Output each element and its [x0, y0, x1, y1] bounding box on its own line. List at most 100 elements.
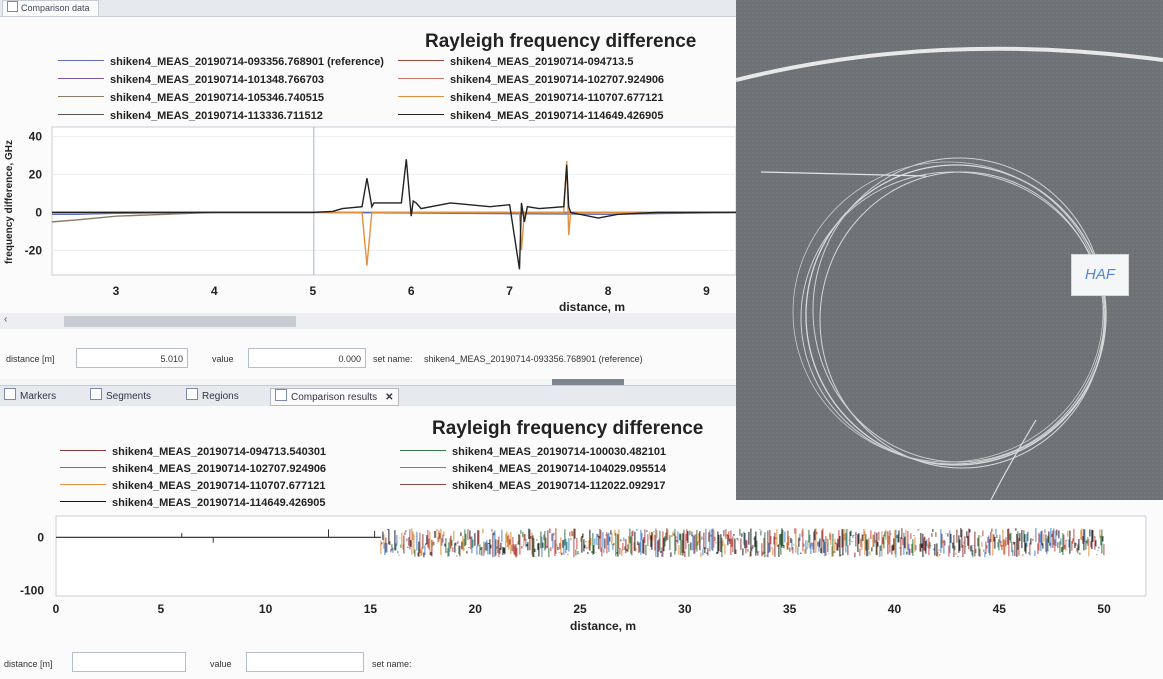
x-tick-label: 5: [157, 602, 164, 616]
x-tick-label: 15: [364, 602, 378, 616]
bottom-tab-strip: Markers Segments Regions Comparison resu…: [0, 385, 740, 407]
legend-label: shiken4_MEAS_20190714-110707.677121: [112, 480, 326, 492]
legend-swatch: [398, 60, 444, 61]
x-tick-label: 40: [888, 602, 902, 616]
legend-label: shiken4_MEAS_20190714-113336.711512: [110, 110, 323, 122]
setname-label: set name:: [372, 659, 412, 669]
x-tick-label: 10: [259, 602, 273, 616]
x-tick-label: 45: [993, 602, 1007, 616]
tab-comparison-results[interactable]: Comparison results ✕: [270, 388, 399, 406]
legend-swatch: [60, 467, 106, 468]
legend-entry: shiken4_MEAS_20190714-094713.5: [398, 56, 633, 68]
distance-field[interactable]: [72, 652, 186, 672]
tab-regions[interactable]: Regions: [182, 388, 243, 404]
legend-label: shiken4_MEAS_20190714-112022.092917: [452, 480, 666, 492]
x-tick-label: 25: [573, 602, 587, 616]
y-axis-label: frequency difference, GHz: [4, 140, 15, 264]
x-tick-label: 0: [53, 602, 60, 616]
legend-label: shiken4_MEAS_20190714-114649.426905: [450, 110, 664, 122]
tab-comparison-data[interactable]: Comparison data: [2, 0, 99, 16]
top-plot[interactable]: 40 20 0 -20 3 4 5 6 7 8 9 distance, m frequency diff…: [0, 17, 736, 313]
value-label: value: [212, 354, 234, 364]
markers-icon: [4, 388, 16, 400]
legend-entry: shiken4_MEAS_20190714-113336.711512: [58, 110, 323, 122]
legend-swatch: [398, 78, 444, 79]
setname-label: set name:: [373, 354, 413, 364]
x-tick-label: 35: [783, 602, 797, 616]
distance-label: distance [m]: [4, 659, 53, 669]
tab-segments-label: Segments: [106, 391, 152, 402]
legend-entry: shiken4_MEAS_20190714-105346.740515: [58, 92, 324, 104]
tab-label: Comparison data: [21, 3, 90, 13]
legend-swatch: [398, 114, 444, 115]
top-chart-panel: Rayleigh frequency difference shiken4_ME…: [0, 17, 736, 313]
scroll-left-arrow-icon[interactable]: ‹: [4, 314, 8, 325]
top-chart-title: Rayleigh frequency difference: [425, 31, 697, 52]
legend-entry: shiken4_MEAS_20190714-104029.095514: [400, 463, 666, 475]
y-tick-label: 20: [29, 167, 43, 181]
top-tab-strip: Comparison data: [0, 0, 740, 17]
value-field[interactable]: 0.000: [248, 348, 366, 368]
distance-field[interactable]: 5.010: [76, 348, 188, 368]
legend-label: shiken4_MEAS_20190714-093356.768901 (ref…: [110, 56, 384, 68]
legend-label: shiken4_MEAS_20190714-102707.924906: [450, 74, 665, 86]
legend-entry: shiken4_MEAS_20190714-094713.540301: [60, 446, 326, 458]
fiber-tag-label: HAF: [1071, 254, 1129, 296]
tab-markers-label: Markers: [20, 391, 57, 402]
legend-entry: shiken4_MEAS_20190714-110707.677121: [60, 480, 325, 492]
close-icon[interactable]: ✕: [385, 392, 394, 403]
scroll-thumb[interactable]: [64, 316, 296, 327]
legend-entry: shiken4_MEAS_20190714-102707.924906: [398, 74, 664, 86]
legend-entry: shiken4_MEAS_20190714-112022.092917: [400, 480, 665, 492]
x-tick-label: 5: [309, 284, 316, 298]
x-tick-label: 20: [469, 602, 483, 616]
tab-segments[interactable]: Segments: [86, 388, 155, 404]
value-field[interactable]: [246, 652, 364, 672]
panel-splitter[interactable]: [552, 379, 624, 385]
y-tick-label: 0: [35, 205, 42, 219]
legend-swatch: [398, 96, 444, 97]
x-axis-label: distance, m: [570, 619, 636, 633]
legend-entry: shiken4_MEAS_20190714-101348.766703: [58, 74, 324, 86]
y-tick-label: 40: [29, 129, 43, 143]
top-form: distance [m] 5.010 value 0.000 set name:…: [0, 329, 736, 379]
x-tick-label: 50: [1097, 602, 1111, 616]
x-tick-label: 6: [408, 284, 415, 298]
legend-label: shiken4_MEAS_20190714-102707.924906: [112, 463, 327, 475]
legend-label: shiken4_MEAS_20190714-101348.766703: [110, 74, 325, 86]
x-tick-label: 30: [678, 602, 692, 616]
value-label: value: [210, 659, 232, 669]
legend-swatch: [400, 467, 446, 468]
x-tick-label: 8: [605, 284, 612, 298]
legend-swatch: [58, 96, 104, 97]
chart-icon: [7, 1, 18, 12]
series-line: [52, 159, 736, 270]
legend-label: shiken4_MEAS_20190714-110707.677121: [450, 92, 664, 104]
legend-swatch: [58, 78, 104, 79]
x-axis-label: distance, m: [559, 300, 625, 313]
legend-entry: shiken4_MEAS_20190714-102707.924906: [60, 463, 326, 475]
horizontal-scrollbar[interactable]: ‹: [0, 313, 740, 329]
legend-label: shiken4_MEAS_20190714-094713.5: [450, 56, 634, 68]
segments-icon: [90, 388, 102, 400]
distance-label: distance [m]: [6, 354, 55, 364]
legend-swatch: [400, 484, 446, 485]
y-tick-label: -20: [25, 243, 43, 257]
setname-value: shiken4_MEAS_20190714-093356.768901 (ref…: [424, 354, 643, 364]
chart-icon: [275, 389, 287, 401]
legend-swatch: [58, 60, 104, 61]
fiber-coil-image: [735, 0, 1163, 501]
plot-area: [55, 515, 1147, 597]
tab-markers[interactable]: Markers: [0, 388, 60, 404]
x-tick-label: 3: [113, 284, 120, 298]
legend-entry: shiken4_MEAS_20190714-110707.677121: [398, 92, 663, 104]
regions-icon: [186, 388, 198, 400]
bottom-plot[interactable]: 0 -100 0 5 10 15 20 25 30 35 40 45 50 distance, m: [0, 406, 1163, 642]
x-tick-label: 4: [211, 284, 218, 298]
x-tick-label: 7: [506, 284, 513, 298]
legend-entry: shiken4_MEAS_20190714-114649.426905: [398, 110, 663, 122]
legend-swatch: [58, 114, 104, 115]
legend-label: shiken4_MEAS_20190714-105346.740515: [110, 92, 325, 104]
legend-swatch: [400, 450, 446, 451]
y-tick-label: -100: [20, 584, 44, 598]
